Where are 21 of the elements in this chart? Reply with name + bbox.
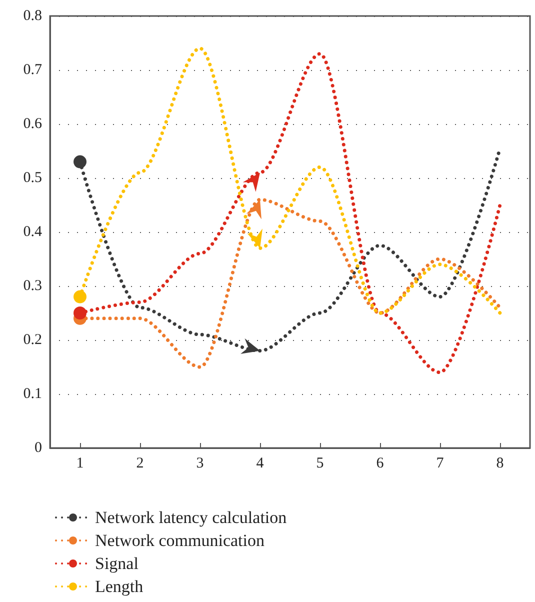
x-tick-label: 6 — [376, 456, 384, 472]
y-tick-label: 0.3 — [23, 278, 42, 294]
y-tick-label: 0.8 — [23, 8, 42, 24]
y-tick-label: 0 — [34, 440, 42, 456]
x-tick-label: 4 — [256, 456, 264, 472]
y-tick-label: 0.7 — [23, 62, 42, 78]
x-tick-label: 8 — [496, 456, 504, 472]
legend-label: Network latency calculation — [95, 508, 288, 527]
legend-label: Signal — [95, 554, 139, 573]
legend-label: Network communication — [95, 531, 265, 550]
x-tick-label: 5 — [316, 456, 324, 472]
y-tick-label: 0.1 — [23, 386, 42, 402]
y-tick-label: 0.5 — [23, 170, 42, 186]
y-tick-label: 0.6 — [23, 116, 42, 132]
x-tick-label: 3 — [196, 456, 204, 472]
legend-label: Length — [95, 577, 144, 596]
x-tick-label: 7 — [436, 456, 444, 472]
x-tick-label: 1 — [76, 456, 84, 472]
y-tick-label: 0.4 — [23, 224, 42, 240]
x-tick-label: 2 — [136, 456, 144, 472]
y-tick-label: 0.2 — [23, 332, 42, 348]
